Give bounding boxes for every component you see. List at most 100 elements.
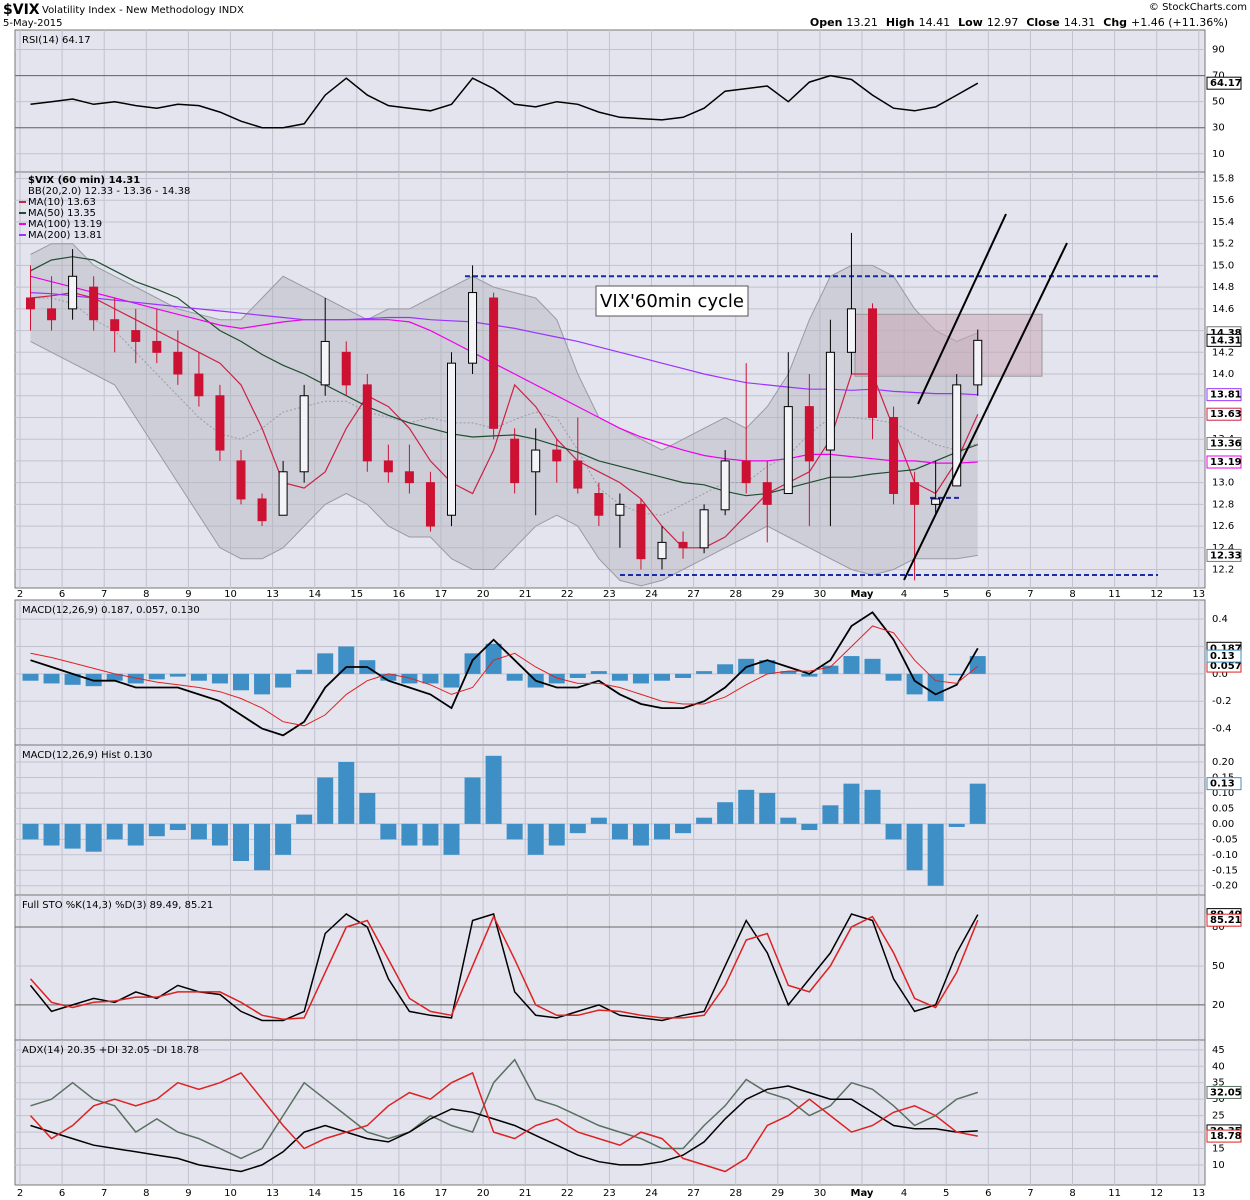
legend-label: MA(200) 13.81 — [28, 230, 102, 241]
x-tick-label: 6 — [985, 589, 991, 600]
candle-body — [594, 493, 604, 516]
histogram-bar — [380, 673, 397, 681]
histogram-bar — [527, 823, 544, 855]
date: 5-May-2015 — [3, 18, 63, 29]
plots: 10 30 50 70 90 64.17 RSI(14) 64.17 12.2 12.4 12.6… — [14, 29, 1242, 1199]
x-tick-label: 8 — [1069, 589, 1075, 600]
panel-title: MACD(12,26,9) Hist 0.130 — [22, 750, 152, 761]
histogram-bar — [759, 792, 776, 824]
candle-body — [257, 498, 267, 522]
y-tick-label: 35 — [1212, 1078, 1225, 1089]
histogram-bar — [211, 673, 228, 684]
candle-body — [425, 482, 435, 527]
panel-background — [14, 599, 1206, 746]
histogram-bar — [127, 673, 144, 684]
histogram-bar — [464, 653, 481, 674]
panel-background — [14, 171, 1206, 589]
candle-body — [404, 471, 414, 484]
series-line — [29, 1071, 978, 1173]
candle-body — [868, 308, 877, 418]
quote-label: High — [886, 16, 915, 29]
y-tick-label: 30 — [1212, 123, 1225, 134]
panel: 12.212.412.612.813.013.213.413.613.814.0… — [14, 171, 1242, 600]
histogram-bar — [864, 658, 881, 674]
histogram-bar — [401, 673, 418, 684]
histogram-bar — [632, 823, 649, 846]
histogram-bar — [569, 673, 586, 678]
histogram-bar — [801, 823, 818, 831]
x-tick-label: 23 — [603, 1188, 616, 1199]
legend-bb: BB(20,2.0) 12.33 - 13.36 - 14.38 — [28, 186, 190, 197]
histogram-bar — [759, 660, 776, 674]
candle-body — [299, 395, 309, 473]
candle-body — [952, 384, 962, 487]
x-tick-label: 13 — [266, 589, 279, 600]
panel-title: RSI(14) 64.17 — [22, 35, 91, 46]
histogram-bar — [338, 646, 355, 674]
y-tick-label: 50 — [1212, 97, 1225, 108]
copyright: © StockCharts.com — [1149, 2, 1247, 13]
x-tick-label: 24 — [645, 589, 658, 600]
x-tick-label: 10 — [224, 1188, 237, 1199]
series-line — [30, 297, 978, 516]
last-value-box — [1206, 548, 1242, 562]
y-tick-label: -0.10 — [1212, 850, 1238, 861]
x-tick-label: 5 — [943, 1188, 949, 1199]
candle-body — [910, 482, 920, 505]
last-value-label: 13.81 — [1210, 390, 1242, 401]
series-line — [30, 243, 978, 451]
candle-body — [720, 460, 730, 511]
x-tick-label: 16 — [393, 1188, 406, 1199]
y-tick-label: 70 — [1212, 71, 1225, 82]
histogram-bar — [106, 673, 123, 681]
x-tick-label: 8 — [1069, 1188, 1075, 1199]
quote-label: Chg — [1103, 16, 1127, 29]
histogram-bar — [211, 823, 228, 846]
y-tick-label: 40 — [1212, 1061, 1225, 1072]
last-value-label: 0.057 — [1210, 661, 1242, 672]
x-tick-label: 29 — [771, 1188, 784, 1199]
x-tick-label: 20 — [477, 589, 490, 600]
series-line — [30, 292, 978, 396]
x-tick-label: 28 — [729, 589, 742, 600]
candle-body — [762, 482, 772, 505]
candle-body — [489, 297, 499, 429]
histogram-bar — [64, 673, 81, 685]
panel-title: ADX(14) 20.35 +DI 32.05 -DI 18.78 — [22, 1045, 199, 1056]
x-tick-label: 27 — [687, 1188, 700, 1199]
last-value-label: 85.21 — [1210, 915, 1242, 926]
last-value-box — [1206, 455, 1242, 469]
candle-body — [152, 340, 162, 353]
histogram-bar — [422, 673, 439, 684]
x-tick-label: 23 — [603, 589, 616, 600]
histogram-bar — [485, 755, 502, 824]
panel-background — [14, 894, 1206, 1041]
last-value-label: 64.17 — [1210, 78, 1242, 89]
histogram-bar — [317, 653, 334, 674]
x-tick-label: 2 — [17, 589, 23, 600]
legend-label: MA(10) 13.63 — [28, 197, 96, 208]
x-tick-label: 2 — [17, 1188, 23, 1199]
histogram-bar — [906, 823, 923, 871]
candle-body — [278, 471, 288, 516]
histogram-bar — [885, 673, 902, 681]
histogram-bar — [401, 823, 418, 846]
histogram-bar — [548, 823, 565, 846]
histogram-bar — [317, 777, 334, 824]
x-tick-label: 12 — [1150, 1188, 1163, 1199]
x-tick-label: 4 — [901, 589, 907, 600]
candle-body — [320, 340, 330, 386]
y-tick-label: 15.6 — [1212, 195, 1234, 206]
y-tick-label: 0.10 — [1212, 788, 1234, 799]
histogram-bar — [590, 671, 607, 674]
y-tick-label: 13.0 — [1212, 478, 1234, 489]
panel: 0.200.150.100.050.00-0.05-0.10-0.15-0.20… — [14, 744, 1242, 896]
y-tick-label: 0.00 — [1212, 819, 1234, 830]
histogram-bar — [190, 823, 207, 840]
x-tick-label: 7 — [101, 589, 107, 600]
x-tick-label: 5 — [943, 589, 949, 600]
last-value-box — [1206, 1129, 1242, 1143]
legend-label: MA(100) 13.19 — [28, 219, 102, 230]
candle-body — [973, 339, 983, 386]
